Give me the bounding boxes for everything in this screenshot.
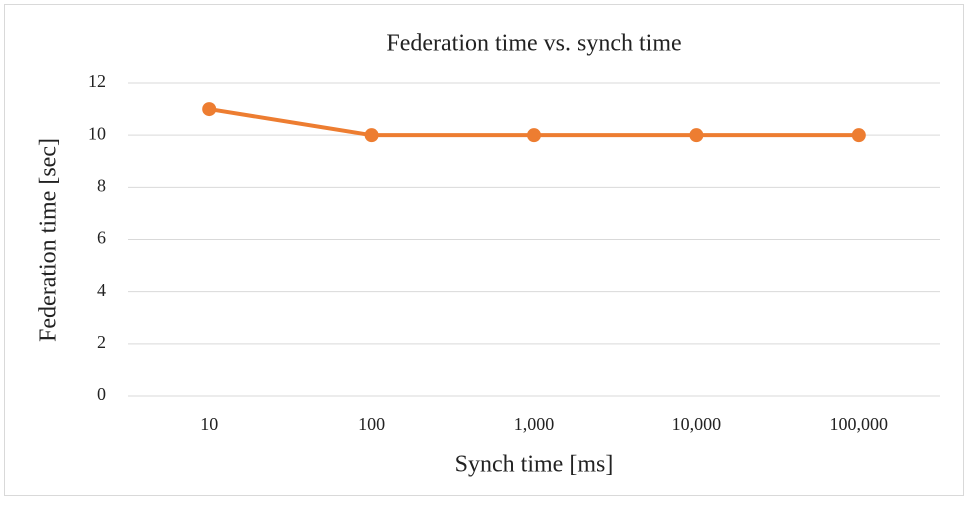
y-tick-label: 6 — [97, 228, 106, 248]
marker — [851, 128, 866, 143]
y-tick-label: 12 — [88, 71, 106, 91]
x-tick-label: 1,000 — [514, 414, 555, 434]
x-tick-label: 10 — [200, 414, 218, 434]
x-axis-label: Synch time [ms] — [455, 452, 614, 478]
x-tick-label: 100 — [358, 414, 385, 434]
y-axis-label: Federation time [sec] — [36, 138, 62, 342]
y-tick-label: 4 — [97, 280, 106, 300]
marker — [364, 128, 379, 143]
y-tick-label: 0 — [97, 384, 106, 404]
chart-border — [4, 4, 964, 496]
marker — [202, 102, 217, 117]
y-tick-label: 10 — [88, 123, 106, 143]
marker — [689, 128, 704, 143]
x-tick-label: 100,000 — [830, 414, 889, 434]
x-tick-label: 10,000 — [672, 414, 722, 434]
chart-title: Federation time vs. synch time — [386, 31, 681, 57]
y-tick-label: 8 — [97, 175, 106, 195]
marker — [527, 128, 541, 143]
y-tick-label: 2 — [97, 332, 106, 352]
